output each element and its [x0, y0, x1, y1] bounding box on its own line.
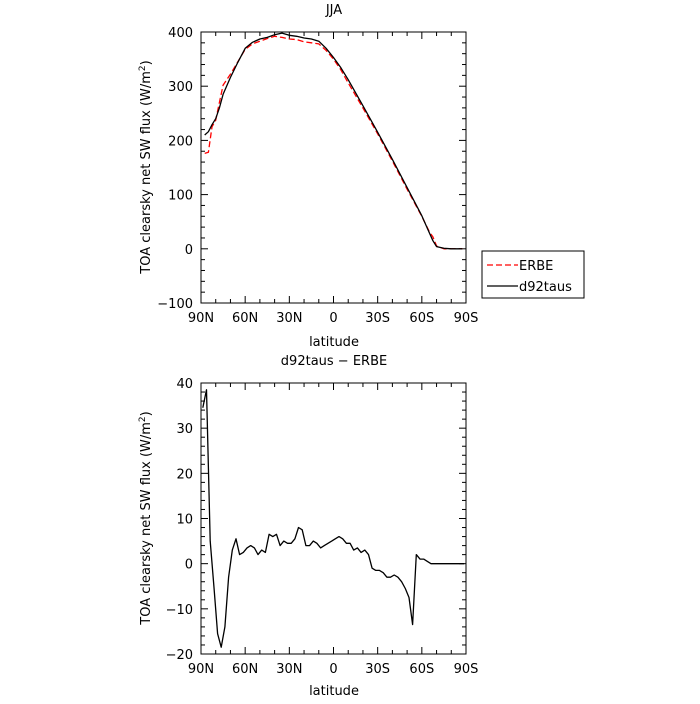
- x-tick-label: 60N: [232, 662, 258, 677]
- x-tick-label: 30N: [276, 662, 302, 677]
- y-axis-label: TOA clearsky net SW flux (W/m2): [138, 411, 154, 625]
- legend-label-erbe: ERBE: [519, 259, 553, 274]
- x-tick-label: 60N: [232, 311, 258, 326]
- y-tick-label: 20: [176, 467, 193, 482]
- x-tick-label: 30N: [276, 311, 302, 326]
- legend-label-d92taus: d92taus: [519, 280, 572, 295]
- series-line-erbe: [204, 35, 463, 250]
- x-tick-label: 60S: [409, 662, 434, 677]
- y-tick-label: 30: [176, 422, 193, 437]
- y-tick-label: 0: [185, 558, 193, 573]
- x-tick-label: 0: [329, 311, 337, 326]
- y-tick-labels: −100 0 100 200 300 400: [157, 26, 193, 312]
- tick-marks: [200, 31, 467, 304]
- y-tick-label: −20: [166, 648, 193, 663]
- x-tick-label: 90N: [188, 311, 214, 326]
- x-axis-label: latitude: [309, 684, 359, 699]
- y-tick-labels: −20 −10 0 10 20 30 40: [166, 377, 193, 663]
- plot-frame: [200, 382, 467, 655]
- x-tick-label: 90N: [188, 662, 214, 677]
- series-line-difference-0: [202, 389, 465, 648]
- y-tick-label: 0: [185, 243, 193, 258]
- series-lines: [202, 389, 465, 648]
- legend-box: [481, 250, 585, 299]
- chart-title: JJA: [325, 3, 342, 18]
- x-tick-label: 30S: [365, 311, 390, 326]
- tick-marks: [200, 382, 467, 655]
- x-tick-label: 60S: [409, 311, 434, 326]
- x-tick-labels: 90N 60N 30N 0 30S 60S 90S: [188, 662, 479, 677]
- panel-difference: d92taus − ERBE −20 −10 0 10 20 30 40 90N 60N 30N…: [138, 354, 478, 699]
- x-tick-label: 0: [329, 662, 337, 677]
- y-tick-label: 10: [176, 513, 193, 528]
- series-line-d92taus: [204, 32, 463, 250]
- x-tick-label: 30S: [365, 662, 390, 677]
- y-tick-label: 100: [168, 189, 193, 204]
- x-tick-label: 90S: [454, 311, 479, 326]
- plot-frame: [200, 31, 467, 304]
- y-tick-label: −100: [157, 297, 193, 312]
- series-lines: [204, 32, 463, 250]
- x-tick-label: 90S: [454, 662, 479, 677]
- legend: ERBE d92taus: [481, 250, 585, 299]
- y-tick-label: 300: [168, 80, 193, 95]
- x-axis-label: latitude: [309, 335, 359, 350]
- y-axis-label: TOA clearsky net SW flux (W/m2): [138, 60, 154, 274]
- y-tick-label: 200: [168, 134, 193, 149]
- y-tick-label: 40: [176, 377, 193, 392]
- y-tick-label: 400: [168, 26, 193, 41]
- x-tick-labels: 90N 60N 30N 0 30S 60S 90S: [188, 311, 479, 326]
- y-tick-label: −10: [166, 603, 193, 618]
- chart-title: d92taus − ERBE: [281, 354, 387, 369]
